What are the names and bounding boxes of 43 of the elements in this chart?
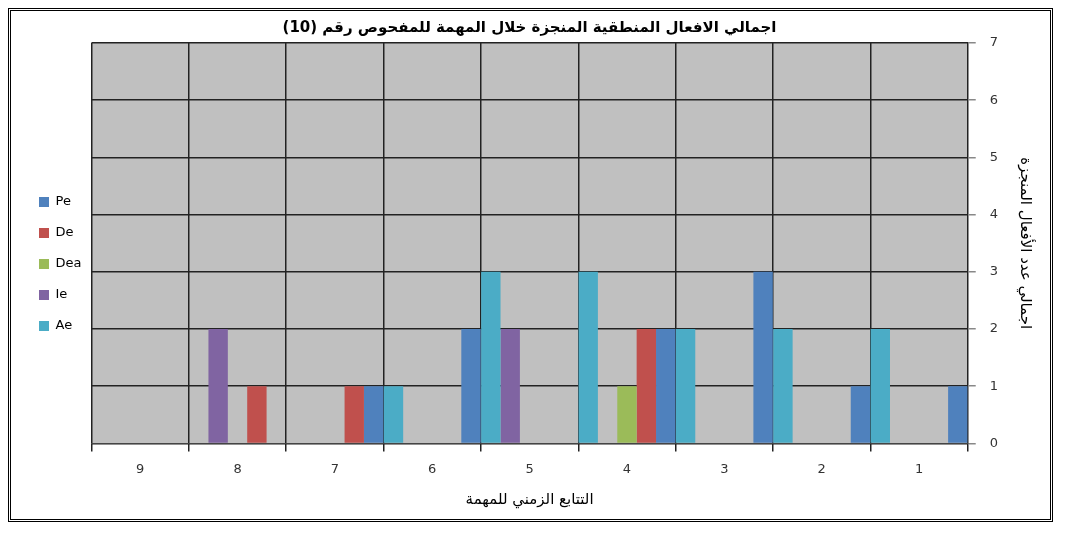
bar (500, 329, 520, 443)
bar (850, 386, 871, 443)
x-tick-label: 1 (914, 460, 924, 476)
y-axis-title: اجمالي عدد الأفعال المنجزة (1016, 157, 1037, 330)
x-tick-label: 7 (330, 460, 340, 476)
x-tick-label: 4 (622, 460, 632, 476)
x-tick-label: 8 (233, 460, 242, 476)
bar (753, 271, 773, 443)
bar (481, 271, 501, 443)
bar (344, 386, 364, 443)
bar (247, 386, 267, 443)
legend-label: Pe (55, 193, 71, 209)
bar (675, 329, 696, 443)
y-tick-label: 4 (989, 205, 999, 221)
bar (617, 386, 637, 443)
x-axis-title: التتابع الزمني للمهمة (465, 489, 594, 509)
chart-title: اجمالي الافعال المنطقية المنجزة خلال المهمة للمفحوص رقم (10) (282, 17, 777, 36)
y-tick-label: 7 (989, 34, 999, 50)
bar (578, 271, 598, 443)
y-tick-label: 5 (989, 148, 999, 164)
bar (870, 329, 890, 443)
y-tick-label: 2 (989, 320, 999, 336)
y-tick-label: 1 (989, 377, 999, 393)
x-tick-label: 2 (817, 460, 826, 476)
bar (948, 386, 968, 443)
bar (383, 386, 404, 443)
x-tick-label: 6 (428, 460, 437, 476)
legend-label: Ie (55, 286, 68, 302)
bar (773, 329, 793, 443)
legend-label: Ae (55, 317, 73, 333)
y-tick-label: 0 (989, 434, 999, 450)
bar (636, 329, 657, 443)
bar (208, 329, 228, 443)
x-tick-label: 3 (720, 460, 729, 476)
x-tick-label: 9 (136, 460, 145, 476)
x-tick-label: 5 (525, 460, 534, 476)
legend-label: Dea (55, 255, 82, 271)
bar (461, 329, 481, 443)
bar (656, 329, 676, 443)
y-tick-label: 3 (989, 263, 999, 279)
y-tick-label: 6 (989, 91, 999, 107)
bar (363, 386, 384, 443)
legend-label: De (55, 224, 74, 240)
